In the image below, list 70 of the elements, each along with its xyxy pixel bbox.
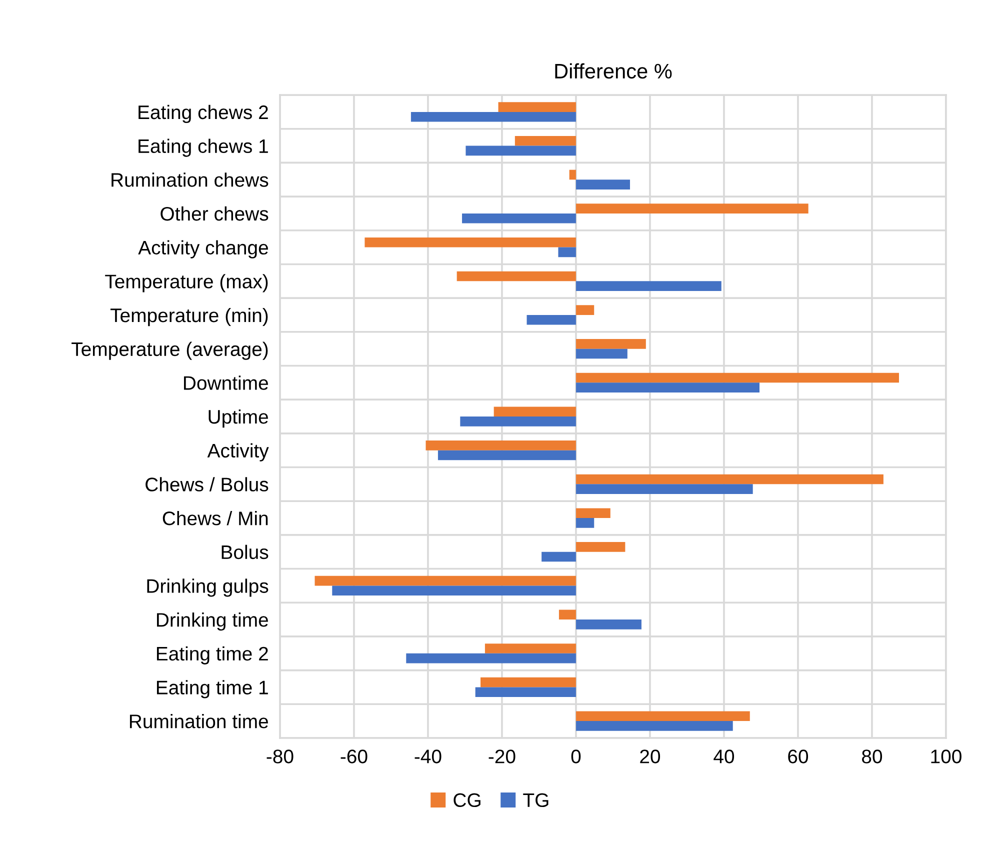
x-tick-label: 40: [714, 750, 734, 764]
y-tick-label: Other chews: [160, 206, 268, 221]
x-tick-label: 100: [931, 750, 962, 764]
x-tick-label: -40: [414, 750, 442, 764]
y-tick-label: Downtime: [184, 376, 268, 390]
y-tick-label: Bolus: [222, 544, 268, 560]
y-tick-label: Chews / Bolus: [146, 477, 268, 492]
bar: [460, 416, 576, 426]
bar: [494, 406, 576, 417]
bar: [576, 484, 753, 494]
bar: [406, 653, 576, 664]
bar: [542, 552, 576, 562]
bar: [558, 610, 576, 620]
y-tick-label: Activity change: [138, 240, 268, 258]
y-tick-label: Eating chews 2: [138, 104, 268, 124]
bar: [576, 339, 646, 349]
bar: [480, 677, 576, 688]
bar: [576, 372, 899, 383]
x-tick-label: -80: [266, 750, 294, 764]
legend-label: CG: [454, 793, 480, 808]
x-tick-label: 0: [571, 750, 581, 764]
x-tick-label: 20: [640, 750, 660, 764]
bar: [426, 440, 576, 450]
y-tick-label: Drinking gulps: [147, 578, 268, 597]
x-tick-label: -60: [340, 750, 368, 764]
y-tick-label: Rumination chews: [112, 172, 268, 187]
bar: [576, 204, 808, 214]
y-tick-label: Uptime: [208, 409, 268, 428]
y-tick-label: Temperature (average): [72, 342, 268, 360]
y-tick-label: Eating chews 1: [138, 138, 268, 157]
bar: [576, 382, 760, 392]
bar: [569, 170, 576, 180]
bar: [576, 542, 626, 552]
bar: [475, 687, 576, 698]
y-tick-label: Temperature (max): [105, 274, 268, 292]
bar: [526, 314, 576, 325]
bar: [576, 518, 594, 528]
bar: [462, 213, 576, 224]
bar: [332, 586, 576, 596]
bar: [514, 136, 576, 146]
y-tick-label: Rumination time: [130, 714, 268, 728]
bar: [576, 474, 884, 484]
y-tick-label: Drinking time: [157, 612, 268, 631]
bar: [576, 305, 594, 315]
bar: [576, 508, 610, 518]
y-tick-label: Eating time 1: [156, 680, 268, 698]
x-tick-label: 80: [862, 750, 882, 764]
y-tick-label: Chews / Min: [162, 510, 268, 526]
legend-label: TG: [523, 793, 548, 808]
bar: [576, 348, 628, 359]
x-tick-label: -20: [488, 750, 516, 764]
y-tick-label: Eating time 2: [156, 646, 268, 664]
bar: [576, 281, 722, 291]
bar: [576, 711, 750, 722]
bar: [456, 271, 576, 282]
bar: [314, 576, 576, 586]
y-tick-label: Temperature (min): [110, 308, 268, 326]
bar: [466, 146, 576, 156]
bar: [484, 644, 576, 654]
chart-title: Difference %: [555, 63, 672, 79]
bar: [498, 102, 576, 112]
bar: [410, 112, 576, 122]
y-tick-label: Activity: [207, 443, 269, 462]
bar: [438, 450, 576, 460]
bar: [364, 237, 576, 248]
bar: [576, 620, 642, 630]
x-tick-label: 60: [788, 750, 808, 764]
bar: [576, 180, 630, 190]
bar: [558, 247, 576, 258]
bar: [576, 721, 733, 731]
